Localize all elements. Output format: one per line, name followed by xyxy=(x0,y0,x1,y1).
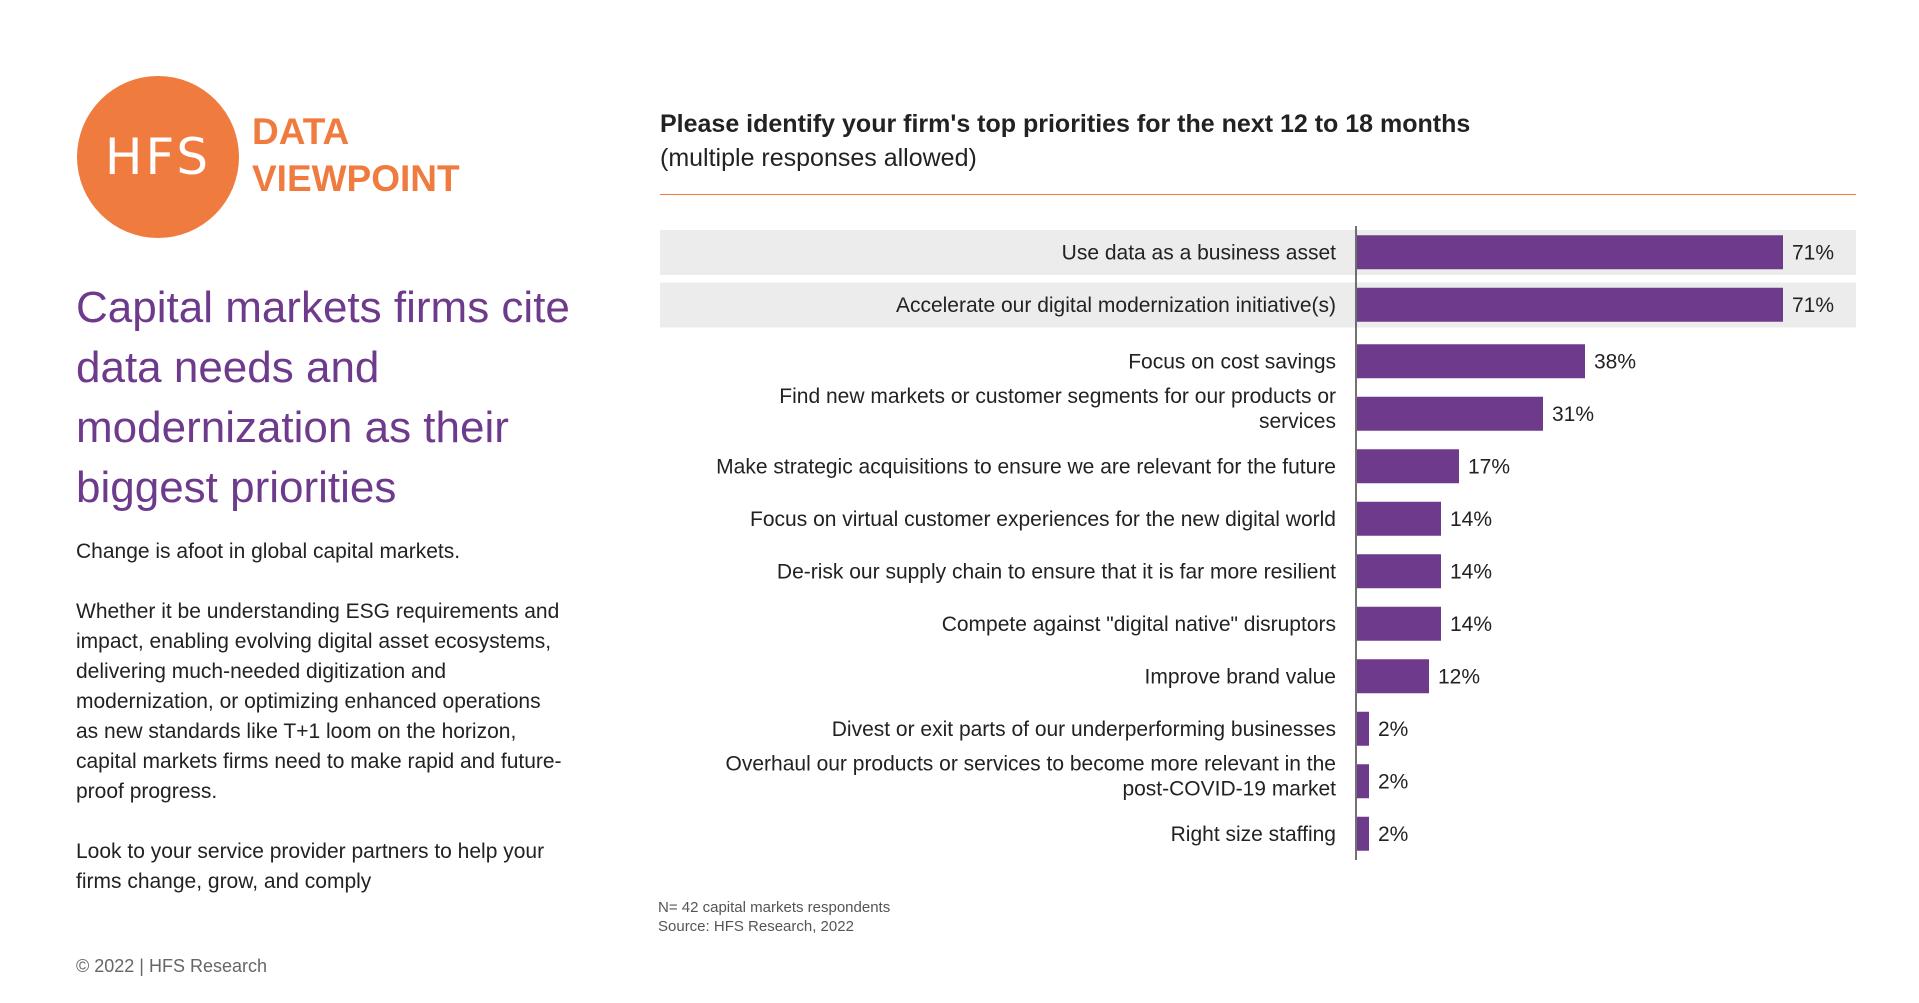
logo-brand: HFS xyxy=(104,128,212,186)
bar-mark xyxy=(1357,344,1585,379)
category-label: De-risk our supply chain to ensure that … xyxy=(777,560,1336,583)
bar-value-label: 31% xyxy=(1552,403,1594,426)
bar-mark xyxy=(1357,449,1459,484)
category-label: Right size staffing xyxy=(1171,823,1336,846)
bar-mark xyxy=(1357,606,1441,641)
bar-value-label: 38% xyxy=(1594,350,1636,373)
body-paragraph-2: Whether it be understanding ESG requirem… xyxy=(76,600,562,803)
bar-value-label: 14% xyxy=(1450,508,1492,531)
body-paragraph-1: Change is afoot in global capital market… xyxy=(76,540,461,563)
footnote-source: Source: HFS Research, 2022 xyxy=(658,918,854,935)
category-label: Use data as a business asset xyxy=(1062,241,1336,264)
bar-value-label: 71% xyxy=(1792,241,1834,264)
bar-value-label: 2% xyxy=(1378,823,1408,846)
category-label: Find new markets or customer segments fo… xyxy=(779,385,1336,408)
chart-footnote: N= 42 capital markets respondents Source… xyxy=(658,898,890,936)
body-paragraph-3: Look to your service provider partners t… xyxy=(76,840,545,893)
bar-mark xyxy=(1357,711,1369,746)
logo-tagline-line2: VIEWPOINT xyxy=(252,158,460,199)
bar-mark xyxy=(1357,501,1441,536)
category-label: Overhaul our products or services to bec… xyxy=(726,752,1336,775)
footnote-sample-size: N= 42 capital markets respondents xyxy=(658,899,891,916)
chart-divider xyxy=(660,194,1856,195)
body-copy: Change is afoot in global capital market… xyxy=(76,537,566,927)
bar-value-label: 2% xyxy=(1378,718,1408,741)
category-label: post-COVID-19 market xyxy=(1122,777,1336,800)
bar-mark xyxy=(1357,816,1369,851)
bar-mark xyxy=(1357,764,1369,799)
logo-tagline-line1: DATA xyxy=(252,111,350,152)
bar-mark xyxy=(1357,235,1783,270)
copyright: © 2022 | HFS Research xyxy=(76,956,268,976)
bar-value-label: 14% xyxy=(1450,613,1492,636)
page-headline: Capital markets firms cite data needs an… xyxy=(76,283,570,512)
bar-mark xyxy=(1357,659,1429,694)
category-label: services xyxy=(1259,410,1336,433)
category-label: Focus on virtual customer experiences fo… xyxy=(750,508,1336,531)
category-label: Accelerate our digital modernization ini… xyxy=(896,294,1336,317)
category-label: Focus on cost savings xyxy=(1128,350,1336,373)
bar-value-label: 14% xyxy=(1450,560,1492,583)
bar-value-label: 71% xyxy=(1792,294,1834,317)
logo-tagline: DATA VIEWPOINT xyxy=(252,108,460,202)
bar-mark xyxy=(1357,287,1783,322)
bar-value-label: 2% xyxy=(1378,770,1408,793)
bar-value-label: 17% xyxy=(1468,455,1510,478)
category-label: Compete against "digital native" disrupt… xyxy=(942,613,1336,636)
bar-mark xyxy=(1357,554,1441,589)
bar-mark xyxy=(1357,396,1543,431)
category-label: Improve brand value xyxy=(1145,665,1336,688)
category-label: Make strategic acquisitions to ensure we… xyxy=(716,455,1336,478)
chart-subtitle: (multiple responses allowed) xyxy=(660,144,977,172)
hfs-logo: HFS xyxy=(77,76,239,238)
category-label: Divest or exit parts of our underperform… xyxy=(832,718,1336,741)
chart-title: Please identify your firm's top prioriti… xyxy=(660,110,1471,138)
bar-value-label: 12% xyxy=(1438,665,1480,688)
